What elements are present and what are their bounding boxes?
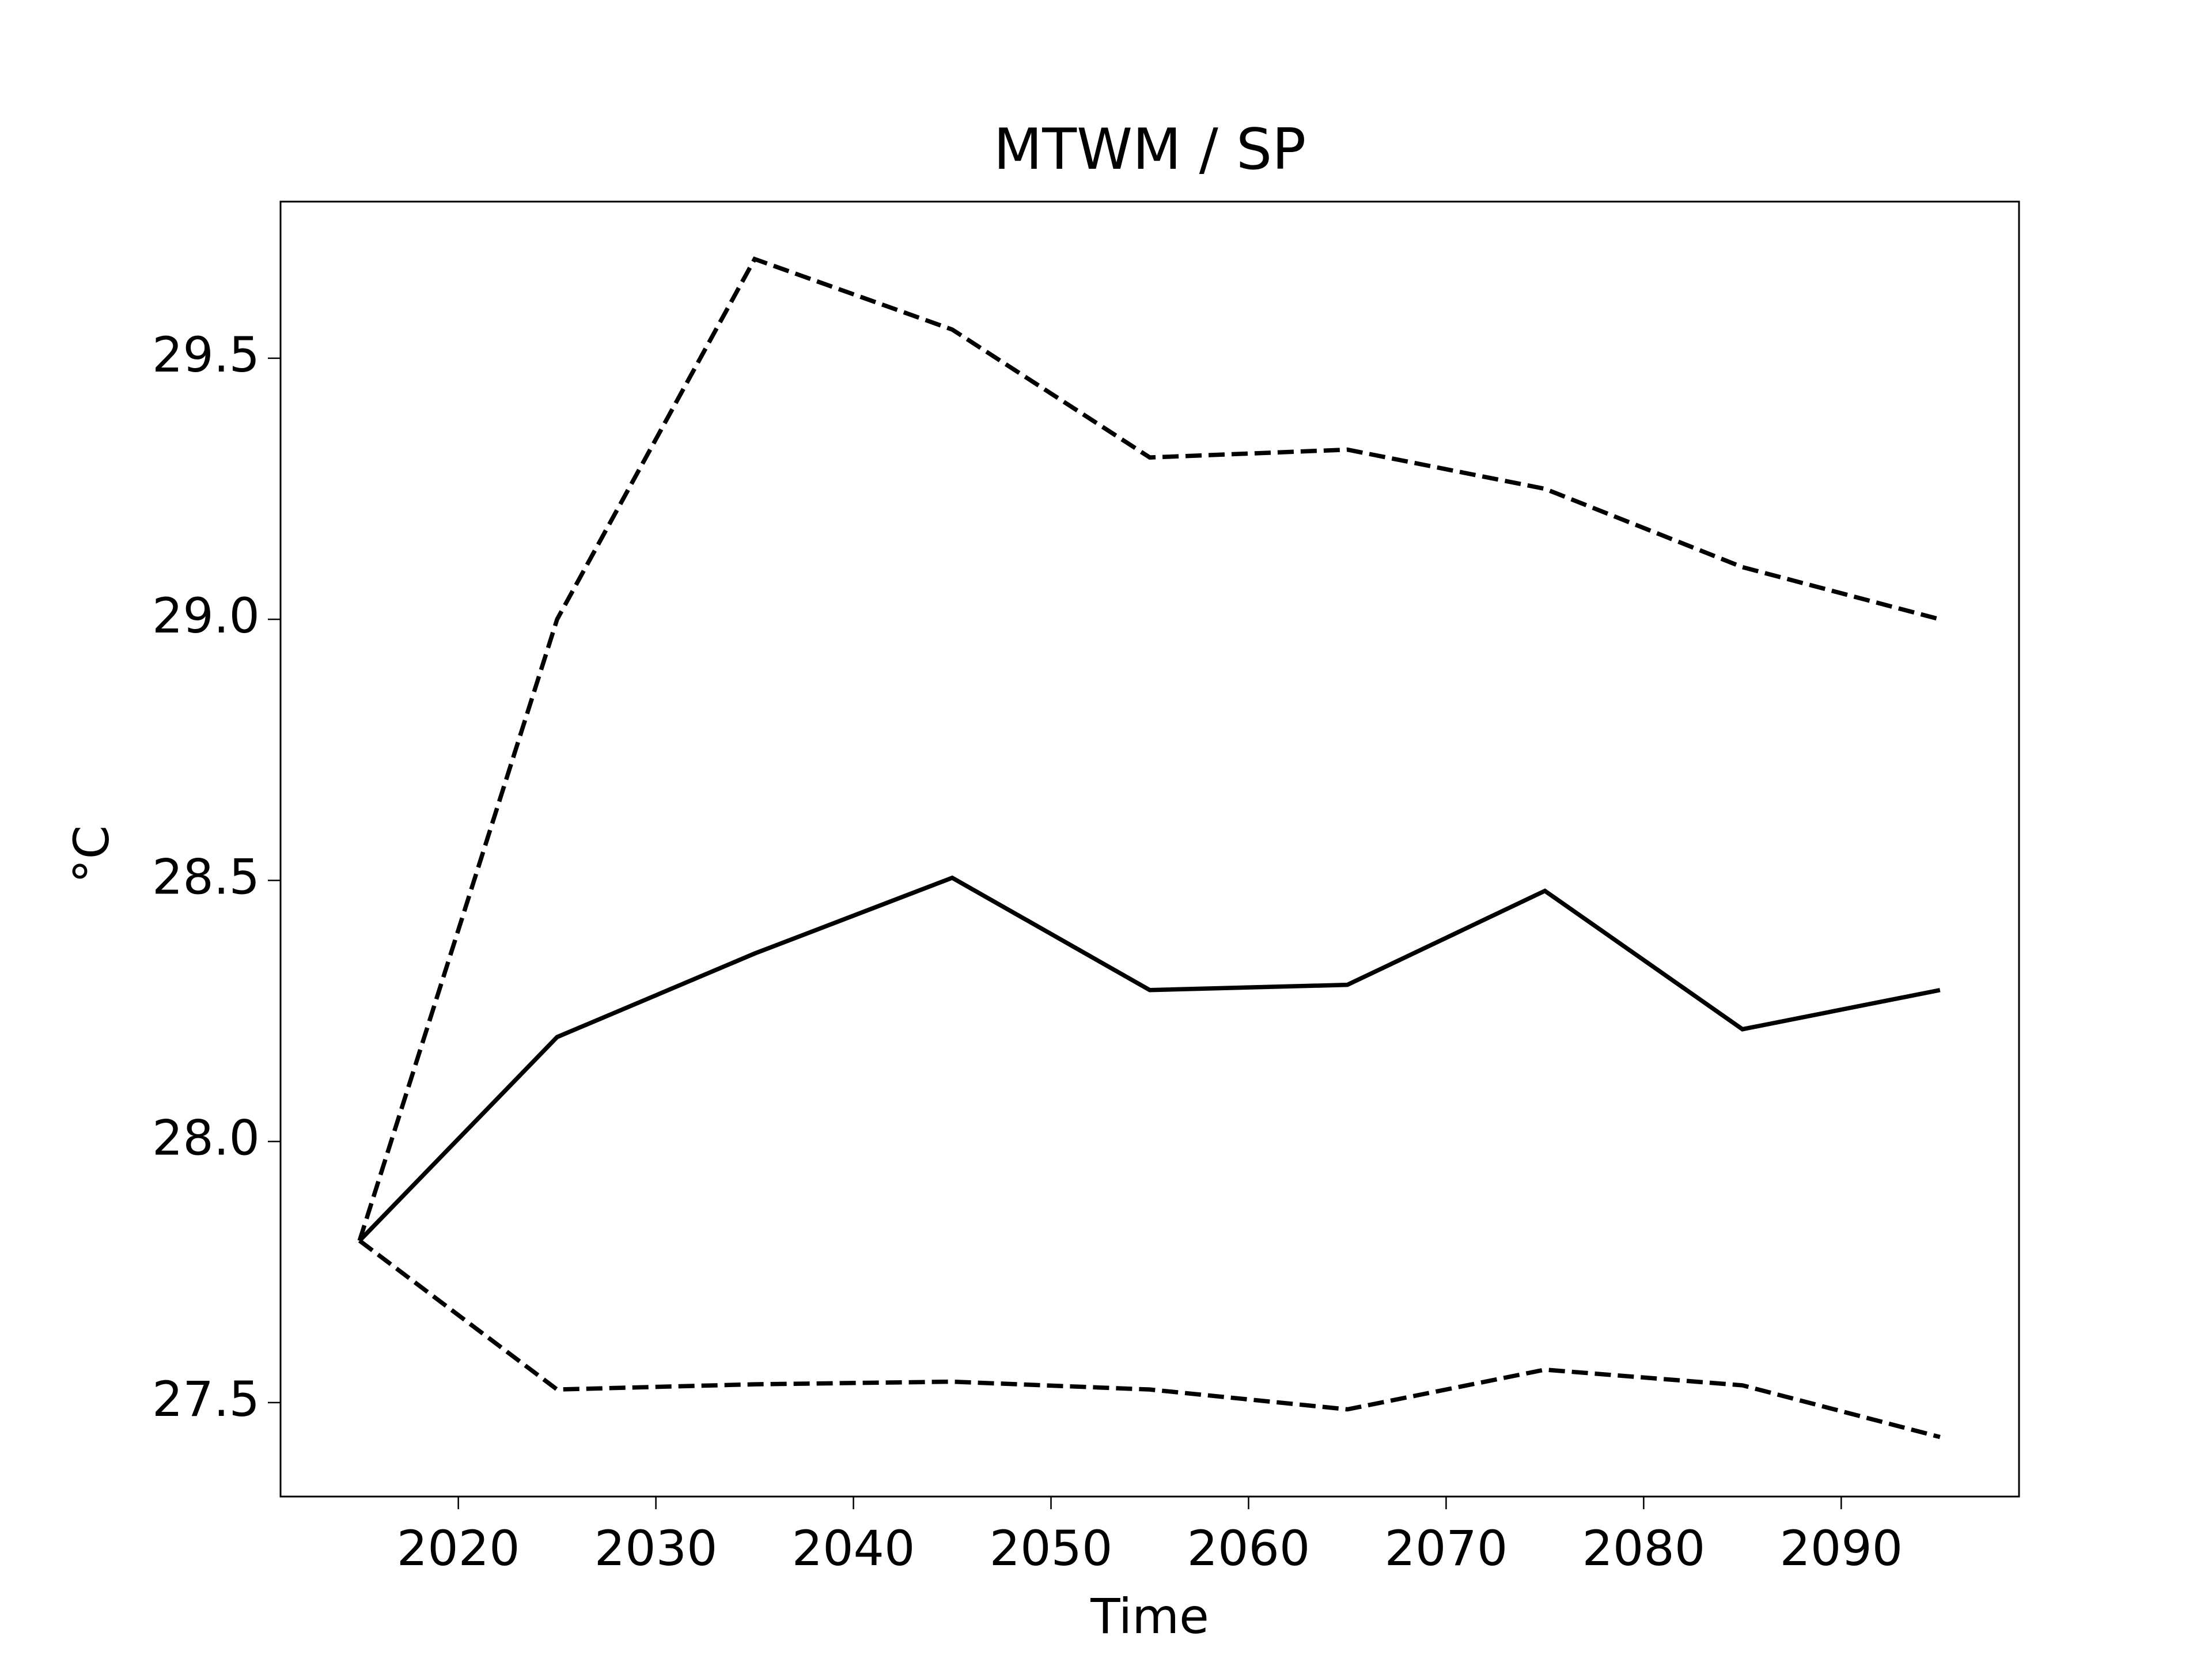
x-tick-label: 2020 (397, 1520, 520, 1577)
series-line (357, 256, 1941, 1241)
series-line (358, 875, 1941, 1243)
x-tick-label: 2050 (990, 1520, 1113, 1577)
x-tick-label: 2070 (1385, 1520, 1508, 1577)
x-tick-label: 2080 (1582, 1520, 1705, 1577)
chart-title: MTWM / SP (994, 117, 1306, 183)
y-tick-label: 28.5 (152, 849, 260, 905)
y-tick-label: 29.5 (152, 327, 260, 383)
y-tick-label: 27.5 (152, 1371, 260, 1427)
y-tick-label: 28.0 (152, 1110, 260, 1166)
x-tick-label: 2030 (594, 1520, 718, 1577)
plot-frame (279, 200, 2020, 1498)
x-tick-label: 2090 (1779, 1520, 1903, 1577)
y-tick-label: 29.0 (152, 588, 260, 644)
x-axis-label: Time (1090, 1588, 1209, 1645)
x-tick-label: 2040 (792, 1520, 915, 1577)
x-tick-label: 2060 (1187, 1520, 1310, 1577)
series-line (358, 1238, 1941, 1440)
y-axis-label: °C (63, 825, 120, 884)
